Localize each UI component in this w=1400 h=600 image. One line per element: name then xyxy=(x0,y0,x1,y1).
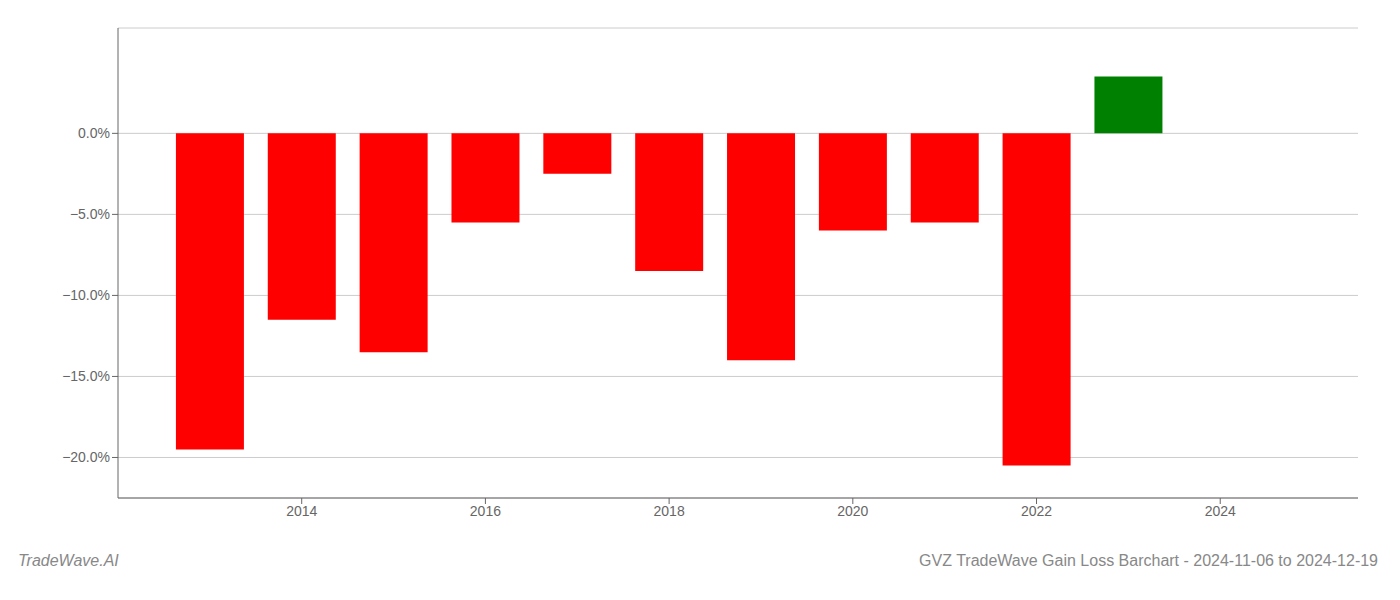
svg-text:2022: 2022 xyxy=(1021,503,1052,519)
svg-text:2020: 2020 xyxy=(837,503,868,519)
svg-text:2014: 2014 xyxy=(286,503,317,519)
svg-text:−20.0%: −20.0% xyxy=(62,449,110,465)
html-text:TradeWave.AI: TradeWave.AI xyxy=(18,552,119,569)
html-text:GVZ TradeWave Gain Loss Barcha: GVZ TradeWave Gain Loss Barchart - 2024-… xyxy=(919,552,1378,569)
svg-text:2016: 2016 xyxy=(470,503,501,519)
svg-text:−15.0%: −15.0% xyxy=(62,368,110,384)
svg-text:0.0%: 0.0% xyxy=(78,125,110,141)
svg-text:−10.0%: −10.0% xyxy=(62,287,110,303)
svg-text:−5.0%: −5.0% xyxy=(70,206,110,222)
svg-text:2018: 2018 xyxy=(654,503,685,519)
svg-text:2024: 2024 xyxy=(1205,503,1236,519)
